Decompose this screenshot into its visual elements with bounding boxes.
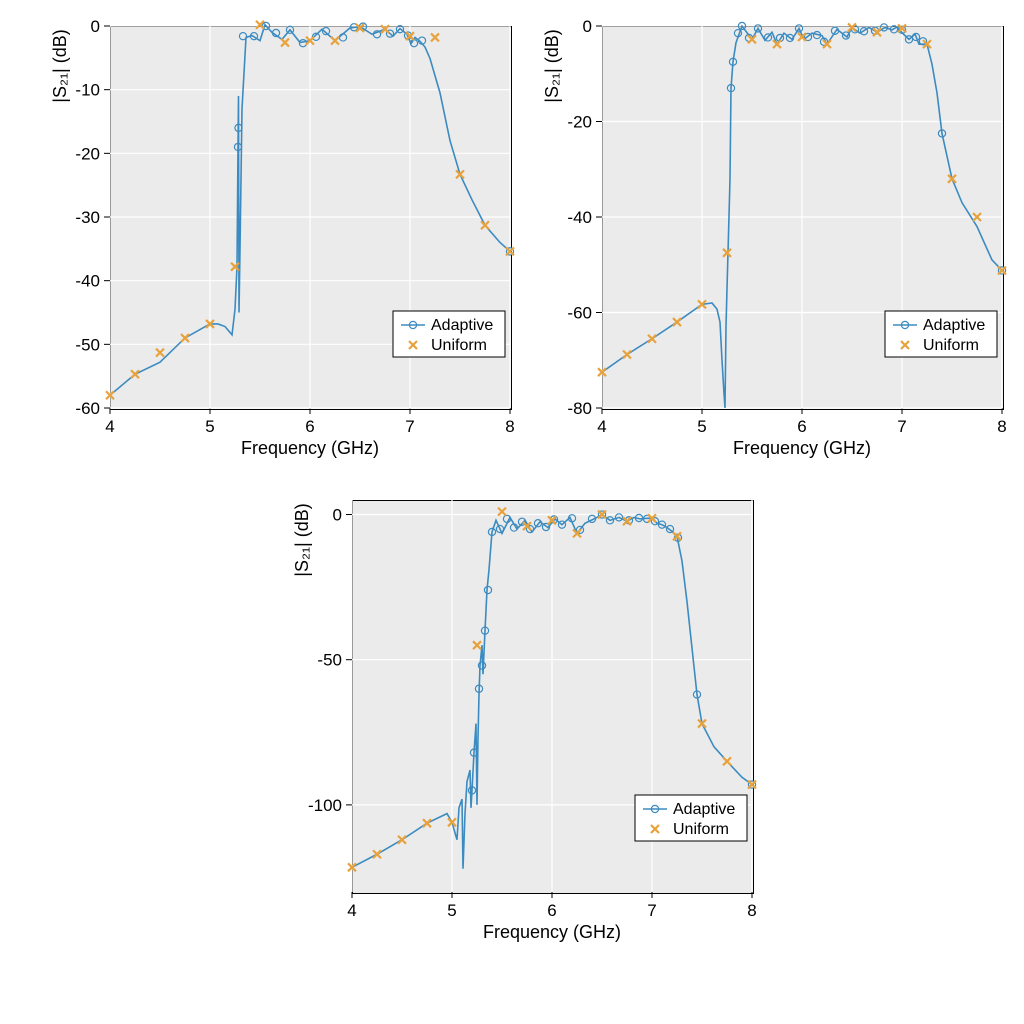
chart-panel-A: 45678-60-50-40-30-20-100AdaptiveUniformF… — [26, 16, 507, 468]
marker-adaptive — [339, 34, 346, 41]
legend: Adaptive Uniform — [885, 311, 997, 357]
xtick-label: 6 — [547, 901, 556, 920]
ytick-label: -40 — [567, 208, 592, 227]
ytick-label: 0 — [91, 17, 100, 36]
legend-label-adaptive: Adaptive — [673, 801, 735, 818]
ytick-label: 0 — [333, 506, 342, 525]
legend: Adaptive Uniform — [635, 795, 747, 841]
ytick-label: -50 — [317, 651, 342, 670]
plot-svg: 45678-80-60-40-200AdaptiveUniform — [602, 26, 1002, 408]
ytick-label: -60 — [567, 304, 592, 323]
plot-svg: 45678-100-500AdaptiveUniform — [352, 500, 752, 892]
chart-panel-B: 4 5 6 7 8 -80 -60 -40 -20 0 Adaptive Uniform Frequen… — [518, 16, 1003, 468]
ytick-label: -20 — [567, 113, 592, 132]
legend-label-adaptive: Adaptive — [923, 317, 985, 334]
ytick-label: -40 — [75, 272, 100, 291]
ytick-label: -20 — [75, 144, 100, 163]
y-axis-label: |S₂₁| (dB) — [292, 344, 313, 736]
xtick-label: 7 — [897, 417, 906, 436]
legend-label-uniform: Uniform — [923, 337, 979, 354]
xtick-label: 4 — [347, 901, 356, 920]
ytick-label: -100 — [308, 796, 342, 815]
xtick-label: 6 — [797, 417, 806, 436]
ytick-label: -80 — [567, 399, 592, 418]
legend-label-uniform: Uniform — [431, 337, 487, 354]
xtick-label: 7 — [647, 901, 656, 920]
ytick-label: -50 — [75, 335, 100, 354]
legend-label-uniform: Uniform — [673, 821, 729, 838]
xtick-label: 4 — [105, 417, 114, 436]
xtick-label: 8 — [505, 417, 514, 436]
xtick-label: 7 — [405, 417, 414, 436]
ytick-label: -30 — [75, 208, 100, 227]
ytick-label: 0 — [583, 17, 592, 36]
xtick-label: 5 — [447, 901, 456, 920]
x-axis-label: Frequency (GHz) — [602, 438, 1002, 459]
ytick-label: -60 — [75, 399, 100, 418]
marker-adaptive — [239, 33, 246, 40]
xtick-label: 5 — [205, 417, 214, 436]
y-axis-label: |S₂₁| (dB) — [542, 0, 563, 257]
legend-label-adaptive: Adaptive — [431, 317, 493, 334]
x-axis-label: Frequency (GHz) — [352, 922, 752, 943]
xtick-label: 8 — [747, 901, 756, 920]
chart-panel-C: 4 5 6 7 8 -100 -50 0 Adaptive Uniform Frequency (G… — [258, 490, 758, 952]
legend: Adaptive Uniform — [393, 311, 505, 357]
xtick-label: 8 — [997, 417, 1006, 436]
xtick-label: 4 — [597, 417, 606, 436]
y-axis-label: |S₂₁| (dB) — [50, 0, 71, 257]
ytick-label: -10 — [75, 81, 100, 100]
xtick-label: 5 — [697, 417, 706, 436]
